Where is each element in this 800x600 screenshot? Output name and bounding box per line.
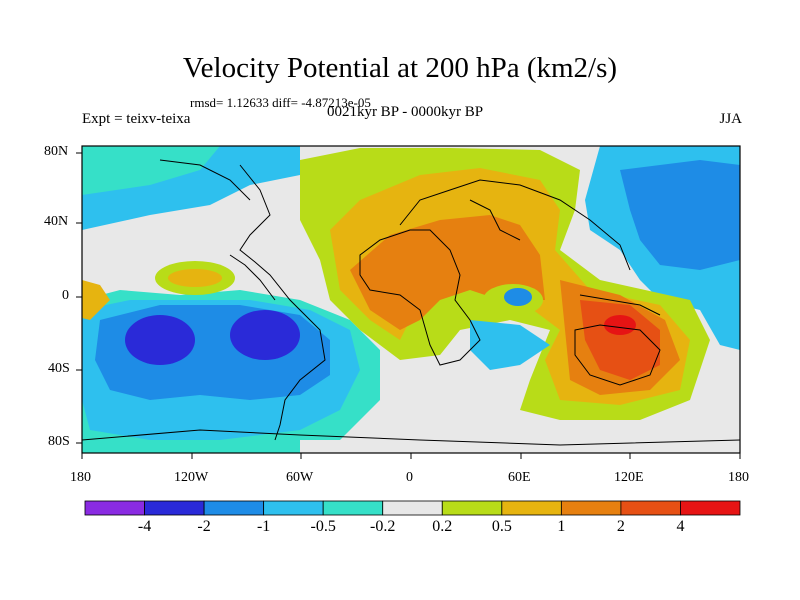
lat-tick-label: 0 [62,288,69,303]
colorbar-swatch [501,500,562,516]
lon-tick-label: 0 [406,470,413,485]
colorbar-swatch [322,500,384,516]
lon-tick-label: 120E [614,470,644,485]
colorbar-swatch [263,500,324,516]
lat-tick-label: 80S [48,434,70,449]
colorbar-label: -0.2 [370,518,396,535]
colorbar-swatch [680,500,741,516]
colorbar-label: 2 [616,518,625,535]
colorbar-swatch [203,500,265,516]
colorbar-swatch [382,500,443,516]
colorbar-label: 0.2 [432,518,453,535]
chart-title: Velocity Potential at 200 hPa (km2/s) [182,52,618,84]
lon-tick-label: 60E [508,470,531,485]
colorbar-label: -0.5 [310,518,336,535]
colorbar-label: -1 [256,518,271,535]
colorbar-label: 4 [676,518,685,535]
lon-tick-label: 120W [174,470,209,485]
stats-line: rmsd= 1.12633 diff= -4.87213e-05 [190,95,371,110]
colorbar-label: -4 [137,518,152,535]
lon-tick-label: 180 [70,470,91,485]
period-label: 0021kyr BP - 0000kyr BP [326,104,484,120]
colorbar-swatch [560,500,622,516]
colorbar [84,500,741,516]
lat-tick-label: 40S [48,361,70,376]
lon-tick-label: 60W [286,470,314,485]
lat-tick-label: 40N [44,214,69,229]
axis-ticks [76,152,741,459]
colorbar-label: 1 [557,518,566,535]
colorbar-swatch [144,500,205,516]
experiment-label: Expt = teixv-teixa [82,111,191,127]
colorbar-swatch [441,500,503,516]
lat-tick-label: 80N [44,144,69,159]
colorbar-swatch [84,500,145,516]
colorbar-label: 0.5 [491,518,512,535]
season-label: JJA [719,111,742,127]
colorbar-swatch [620,500,681,516]
colorbar-label: -2 [197,518,211,535]
lon-tick-label: 180 [728,470,749,485]
contour-fill-layer [82,146,740,453]
